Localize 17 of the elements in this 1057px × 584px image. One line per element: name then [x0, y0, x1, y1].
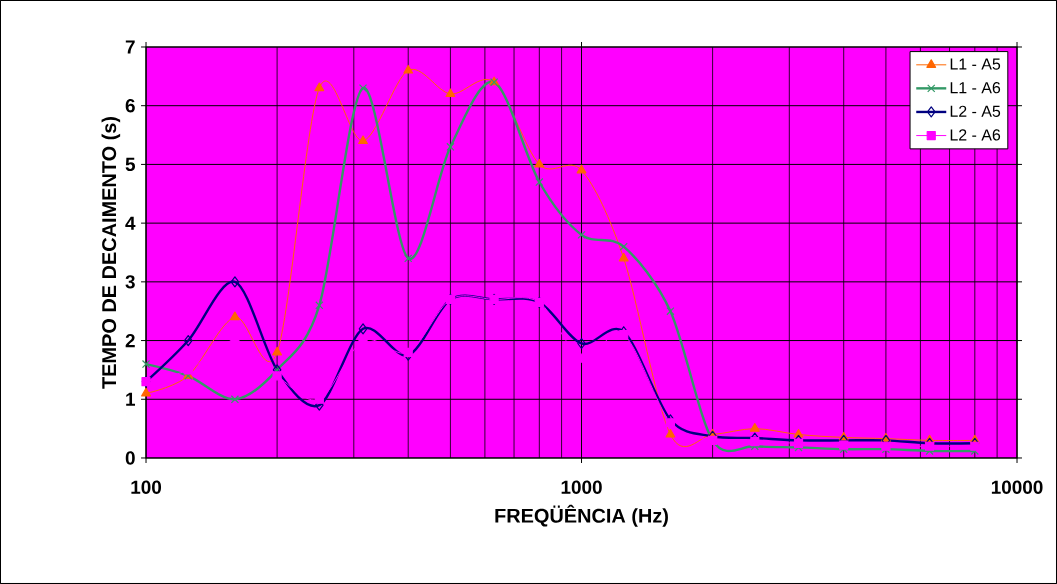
x-tick-label: 10000 [991, 480, 1043, 494]
y-axis-title: TEMPO DE DECAIMENTO (s) [101, 116, 121, 389]
y-tick-label: 7 [125, 40, 135, 54]
y-tick-label: 6 [125, 99, 135, 113]
y-tick-label: 2 [125, 333, 135, 348]
x-tick-label: 100 [131, 480, 162, 494]
legend-label: L2 - A5 [950, 105, 1001, 117]
x-tick-label: 1000 [561, 480, 602, 494]
legend-label: L2 - A6 [950, 129, 1001, 141]
y-tick-label: 1 [126, 392, 136, 406]
y-tick-label: 4 [125, 216, 136, 230]
y-tick-label: 3 [125, 275, 135, 289]
legend-label: L1 - A5 [950, 58, 1001, 70]
y-tick-label: 5 [125, 157, 136, 172]
legend-label: L1 - A6 [950, 82, 1001, 94]
y-tick-label: 0 [125, 451, 135, 465]
x-axis-title: FREQÜÊNCIA (Hz) [495, 504, 668, 527]
